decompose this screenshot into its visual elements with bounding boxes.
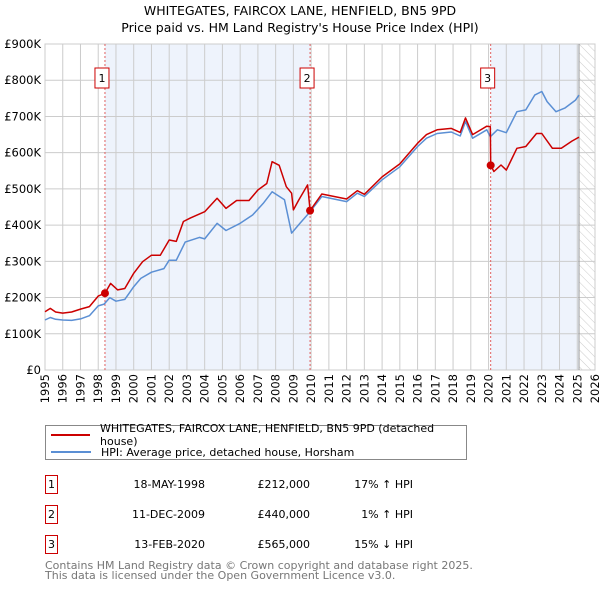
x-tick-label: 2020 (482, 374, 496, 403)
x-tick-label: 2004 (198, 374, 212, 403)
x-tick-label: 1999 (109, 374, 123, 403)
sale-point (306, 206, 315, 215)
x-tick-label: 2006 (233, 374, 247, 403)
transaction-hpi-diff: 15% ↓ HPI (354, 538, 413, 551)
transaction-number: 1 (45, 475, 58, 494)
y-tick-label: £200K (4, 291, 41, 305)
shaded-period (104, 44, 311, 370)
y-tick-label: £300K (4, 254, 41, 268)
transaction-date: 18-MAY-1998 (133, 478, 205, 491)
sale-label-box (94, 67, 110, 89)
sale-point (486, 161, 495, 170)
y-tick-label: £600K (4, 146, 41, 160)
transaction-date: 11-DEC-2009 (131, 508, 205, 521)
transaction-number: 2 (45, 505, 58, 524)
y-tick-label: £500K (4, 182, 41, 196)
sale-point (100, 289, 109, 298)
x-tick-label: 2002 (162, 374, 176, 403)
x-tick-label: 2010 (304, 374, 318, 403)
x-tick-label: 2026 (588, 374, 600, 403)
transaction-number: 3 (45, 535, 58, 554)
x-tick-label: 2009 (286, 374, 300, 403)
sale-label-box (299, 67, 315, 89)
sale-label: 3 (484, 72, 491, 85)
footer-copyright: Contains HM Land Registry data © Crown c… (45, 559, 473, 572)
y-tick-label: £0 (26, 363, 41, 377)
plot-border (44, 43, 596, 371)
x-tick-label: 2018 (446, 374, 460, 403)
transaction-row: 2 11-DEC-2009 £440,000 1% ↑ HPI (45, 505, 465, 527)
x-tick-label: 2013 (357, 374, 371, 403)
transaction-row: 3 13-FEB-2020 £565,000 15% ↓ HPI (45, 535, 465, 557)
x-tick-label: 2021 (499, 374, 513, 403)
x-tick-label: 2024 (553, 374, 567, 403)
transaction-hpi-diff: 1% ↑ HPI (361, 508, 413, 521)
hpi-line (44, 90, 580, 322)
legend-red-line-icon (51, 434, 91, 436)
legend-item-property: WHITEGATES, FAIRCOX LANE, HENFIELD, BN5 … (51, 422, 466, 448)
x-tick-label: 1996 (56, 374, 70, 403)
sale-label: 2 (304, 72, 311, 85)
transaction-row: 1 18-MAY-1998 £212,000 17% ↑ HPI (45, 475, 465, 497)
forecast-hatch (579, 44, 595, 370)
legend-label: HPI: Average price, detached house, Hors… (101, 445, 355, 459)
x-tick-label: 2025 (570, 374, 584, 403)
x-tick-label: 2001 (144, 374, 158, 403)
x-tick-label: 2016 (411, 374, 425, 403)
x-tick-label: 2022 (517, 374, 531, 403)
y-tick-label: £400K (4, 218, 41, 232)
x-tick-label: 1997 (73, 374, 87, 403)
x-tick-label: 2019 (464, 374, 478, 403)
x-tick-label: 2003 (180, 374, 194, 403)
footer-licence: This data is licensed under the Open Gov… (45, 569, 396, 582)
x-tick-label: 2008 (269, 374, 283, 403)
chart-title: WHITEGATES, FAIRCOX LANE, HENFIELD, BN5 … (143, 3, 457, 18)
transaction-price: £565,000 (257, 538, 311, 551)
y-tick-label: £100K (4, 327, 41, 341)
legend-item-hpi: HPI: Average price, detached house, Hors… (51, 444, 354, 460)
x-tick-label: 2012 (340, 374, 354, 403)
x-tick-label: 2014 (375, 374, 389, 403)
x-tick-label: 2005 (215, 374, 229, 403)
x-tick-label: 2000 (127, 374, 141, 403)
property-price-line (44, 117, 580, 314)
sale-label: 1 (98, 72, 105, 85)
x-tick-label: 2023 (535, 374, 549, 403)
legend-label: WHITEGATES, FAIRCOX LANE, HENFIELD, BN5 … (100, 422, 435, 448)
x-tick-label: 1998 (91, 374, 105, 403)
y-tick-label: £800K (4, 73, 41, 87)
x-tick-label: 2015 (393, 374, 407, 403)
transaction-price: £212,000 (257, 478, 311, 491)
legend: WHITEGATES, FAIRCOX LANE, HENFIELD, BN5 … (45, 422, 467, 460)
chart-subtitle: Price paid vs. HM Land Registry's House … (121, 20, 479, 35)
legend-blue-line-icon (51, 451, 91, 453)
shaded-period (490, 44, 580, 370)
y-tick-label: £900K (4, 37, 41, 51)
x-tick-label: 2017 (428, 374, 442, 403)
x-tick-label: 2007 (251, 374, 265, 403)
x-tick-label: 2011 (322, 374, 336, 403)
price-chart: 1995 1996 1997 1998 1999 2000 2001 2002 2003 2004… (4, 37, 600, 403)
transaction-price: £440,000 (257, 508, 311, 521)
sale-label-box (480, 67, 496, 89)
y-tick-label: £700K (4, 109, 41, 123)
transaction-hpi-diff: 17% ↑ HPI (354, 478, 413, 491)
x-tick-label: 1995 (38, 374, 52, 403)
transaction-date: 13-FEB-2020 (134, 538, 205, 551)
